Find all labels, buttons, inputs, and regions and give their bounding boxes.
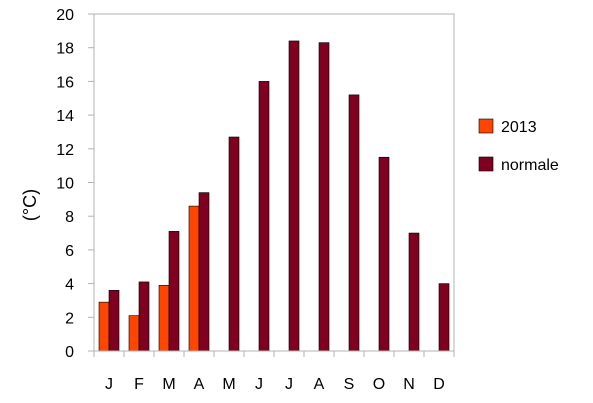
bar-normale-11	[438, 283, 450, 352]
y-tick-label: 6	[65, 243, 74, 260]
y-tick-label: 20	[56, 7, 74, 24]
bar-normale-10	[408, 232, 420, 352]
x-tick-label: M	[162, 376, 175, 393]
x-tick-label: D	[433, 376, 445, 393]
x-tick-label: F	[134, 376, 144, 393]
x-tick-label: N	[403, 376, 415, 393]
bar-normale-9	[378, 156, 390, 352]
y-tick-label: 8	[65, 209, 74, 226]
y-tick-label: 4	[65, 277, 74, 294]
bar-normale-1	[138, 281, 150, 352]
x-tick-label: J	[285, 376, 293, 393]
bar-2013-2	[158, 284, 170, 352]
x-tick-label: O	[373, 376, 385, 393]
y-tick-label: 10	[56, 176, 74, 193]
bar-normale-8	[348, 94, 360, 352]
bar-normale-0	[108, 290, 120, 352]
bar-2013-3	[188, 205, 200, 352]
bar-normale-7	[318, 42, 330, 352]
y-tick-label: 14	[56, 108, 74, 125]
x-tick-label: A	[314, 376, 325, 393]
bar-2013-0	[98, 301, 110, 352]
y-tick-label: 18	[56, 41, 74, 58]
bar-series	[98, 40, 450, 352]
y-tick-label: 2	[65, 310, 74, 327]
bar-normale-6	[288, 40, 300, 352]
legend-label: normale	[501, 157, 559, 174]
y-axis-title: (°C)	[20, 189, 40, 221]
y-tick-label: 12	[56, 142, 74, 159]
legend-label: 2013	[501, 119, 537, 136]
legend-swatch	[478, 156, 494, 172]
legend-swatch	[478, 118, 494, 134]
legend: 2013 normale	[478, 118, 559, 174]
bar-normale-3	[198, 192, 210, 352]
x-tick-label: A	[194, 376, 205, 393]
bar-2013-1	[128, 315, 140, 352]
bar-normale-2	[168, 231, 180, 352]
y-axis-ticks: 0 2 4 6 8 10 12 14 16 18 20	[56, 7, 94, 361]
x-tick-label: M	[222, 376, 235, 393]
x-tick-label: S	[344, 376, 355, 393]
y-tick-label: 0	[65, 344, 74, 361]
y-tick-label: 16	[56, 74, 74, 91]
x-tick-label: J	[105, 376, 113, 393]
bar-normale-4	[228, 136, 240, 352]
bar-normale-5	[258, 81, 270, 352]
x-tick-label: J	[255, 376, 263, 393]
